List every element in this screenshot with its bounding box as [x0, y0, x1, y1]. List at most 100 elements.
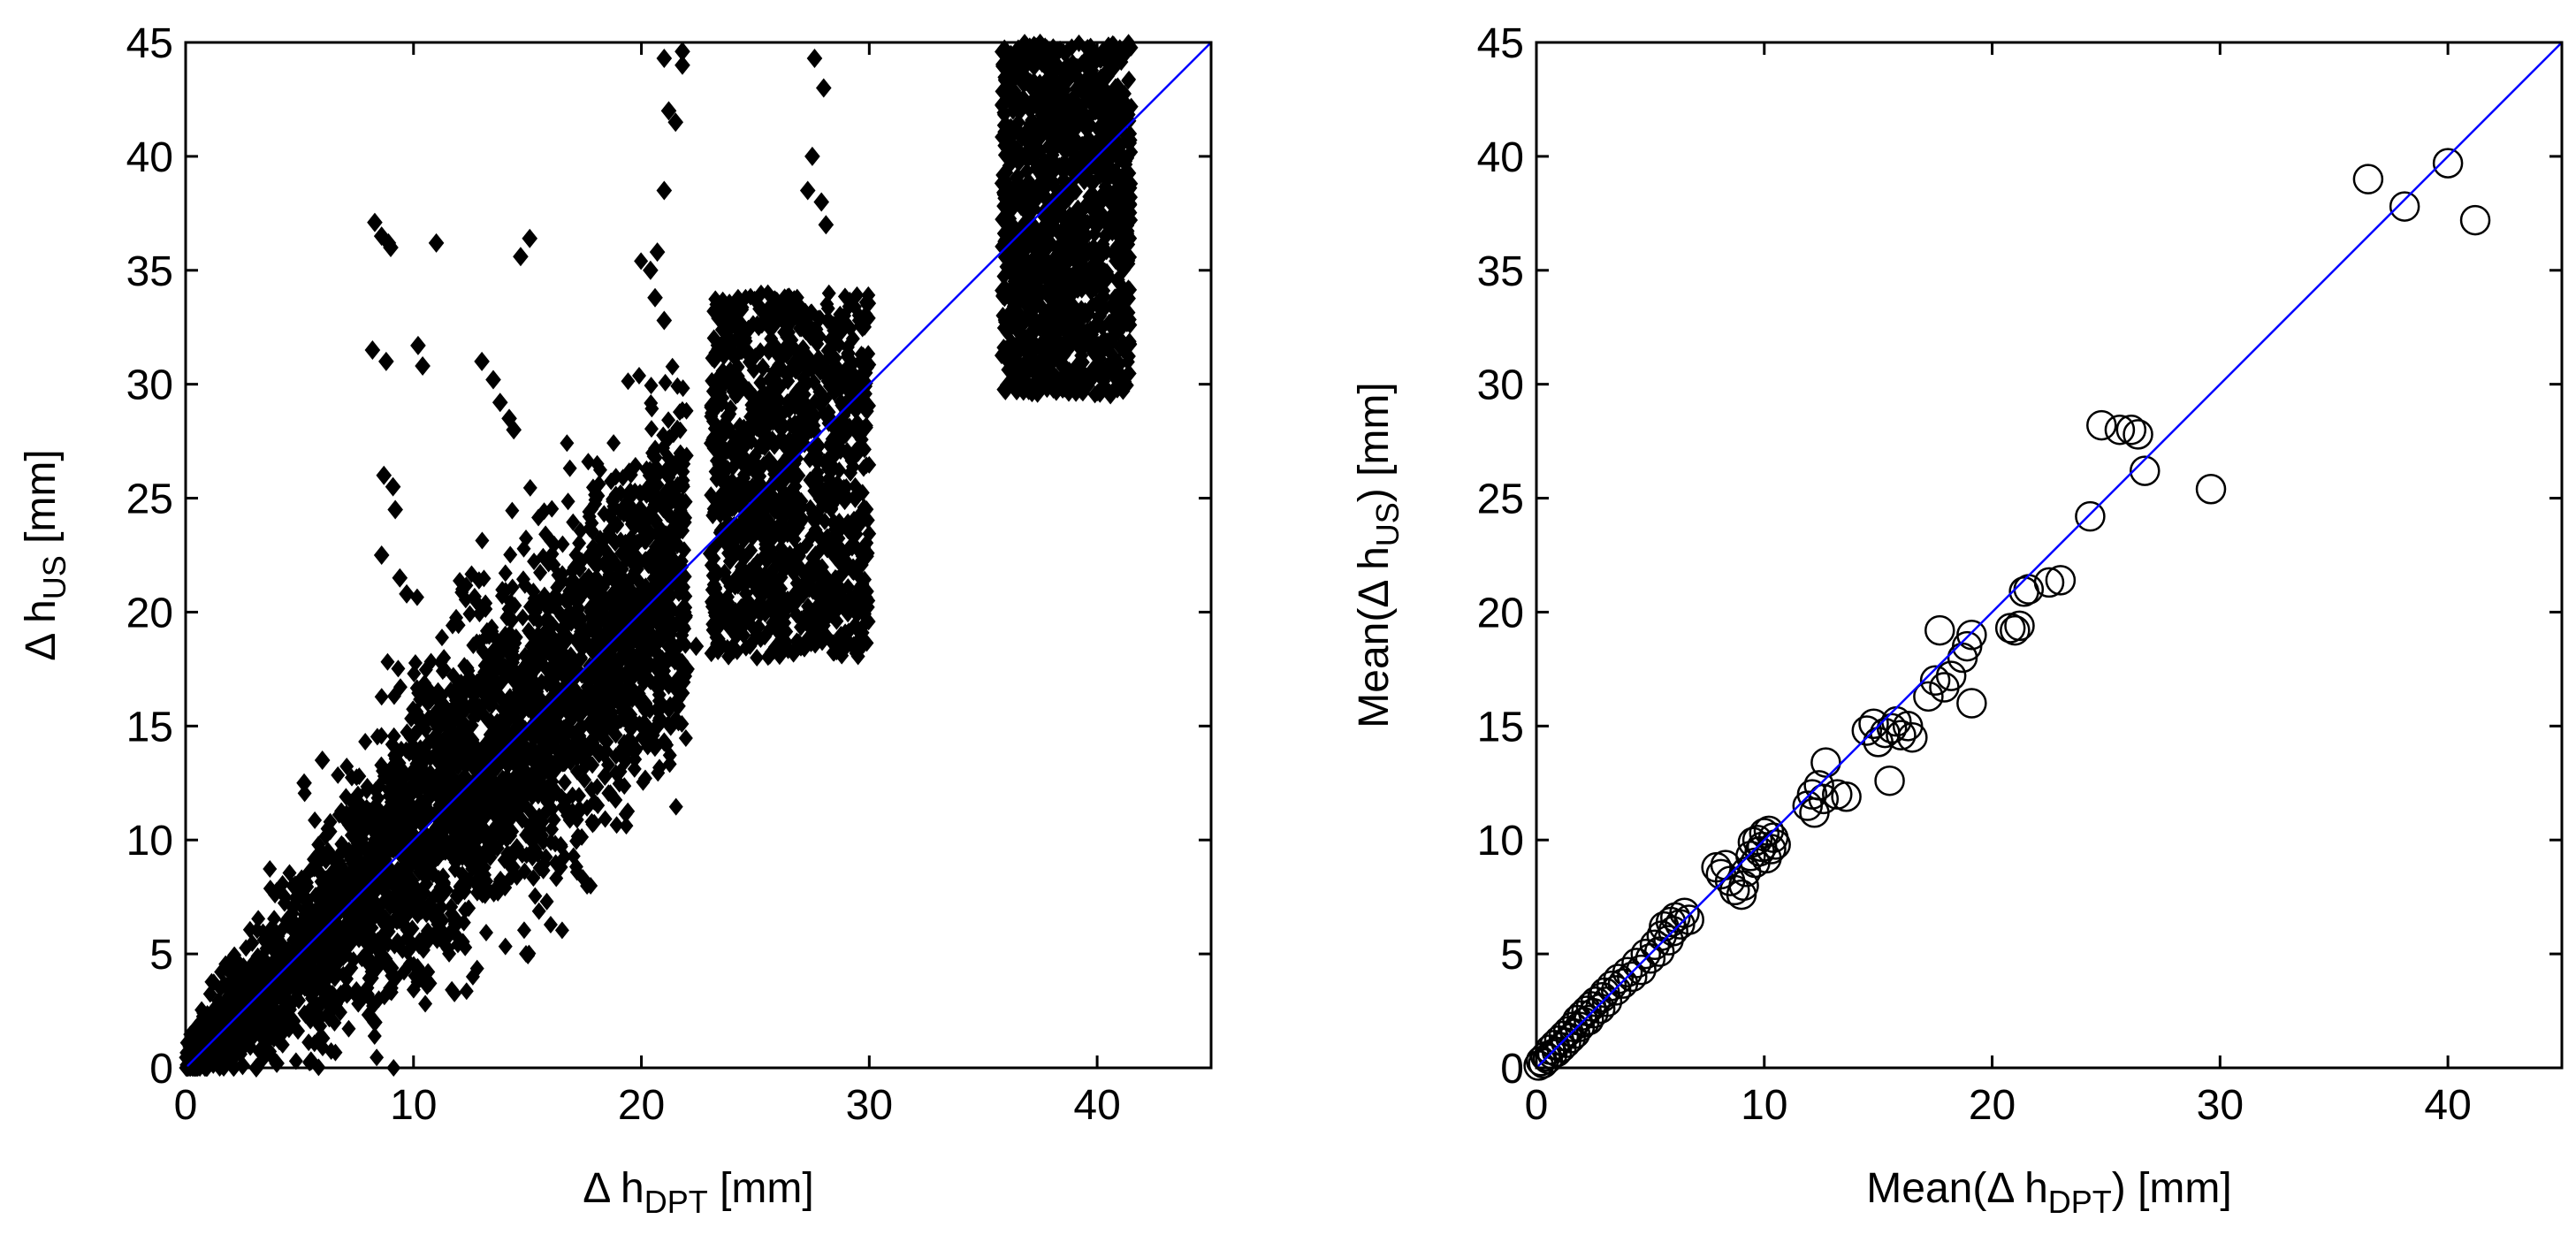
scatter-point [469, 959, 484, 978]
scatter-point [515, 608, 530, 627]
scatter-point [336, 965, 351, 984]
scatter-point [505, 501, 520, 520]
scatter-point [527, 552, 542, 571]
scatter-point [560, 492, 575, 511]
scatter-point [566, 847, 581, 865]
scatter-point [590, 778, 605, 796]
scatter-point [633, 485, 648, 504]
scatter-point [624, 514, 639, 533]
scatter-point [610, 713, 625, 732]
scatter-point [267, 910, 282, 928]
scatter-point [573, 522, 588, 540]
scatter-point [522, 478, 537, 497]
scatter-point [658, 373, 673, 392]
scatter-point [565, 786, 580, 804]
scatter-point [606, 434, 621, 453]
scatter-point [386, 727, 401, 745]
scatter-point [324, 1041, 339, 1060]
scatter-point [214, 963, 229, 981]
scatter-point [471, 742, 486, 760]
scatter-point [661, 411, 676, 430]
scatter-point [621, 372, 636, 391]
scatter-point [408, 725, 423, 743]
scatter-point [418, 994, 433, 1013]
scatter-point [670, 478, 685, 497]
scatter-point [374, 727, 389, 745]
scatter-point [475, 531, 490, 550]
scatter-point [591, 796, 606, 815]
scatter-point [562, 459, 577, 477]
scatter-point [555, 535, 570, 553]
scatter-point [637, 769, 652, 788]
scatter-point [580, 798, 595, 817]
scatter-point [662, 755, 677, 773]
scatter-point [303, 1011, 318, 1030]
scatter-point [532, 858, 547, 877]
scatter-point [406, 980, 421, 999]
scatter-point [323, 812, 338, 831]
scatter-point [475, 886, 490, 904]
scatter-point [453, 674, 469, 692]
scatter-point [533, 563, 548, 582]
scatter-point [407, 665, 422, 683]
scatter-point [665, 357, 680, 376]
scatter-points-left [179, 34, 1139, 1078]
scatter-point [531, 902, 546, 920]
scatter-point [345, 768, 360, 787]
scatter-point [367, 1027, 382, 1046]
scatter-point [560, 434, 575, 453]
scatter-point [585, 815, 600, 834]
scatter-point [557, 773, 572, 792]
scatter-point [434, 629, 449, 647]
scatter-point [409, 588, 424, 606]
scatter-point [608, 726, 623, 744]
scatter-point [386, 687, 401, 705]
scatter-point [444, 897, 459, 916]
scatter-point [478, 924, 493, 942]
scatter-point [603, 784, 618, 803]
scatter-point [380, 652, 395, 671]
scatter-point [459, 982, 474, 1001]
scatter-point [644, 420, 659, 438]
scatter-point [263, 859, 278, 878]
scatter-point [304, 989, 319, 1008]
scatter-point [482, 627, 497, 645]
scatter-point [358, 733, 373, 751]
scatter-point [498, 937, 513, 956]
scatter-point [543, 915, 558, 933]
scatter-point [663, 558, 678, 576]
scatter-point [519, 530, 534, 548]
scatter-point [546, 811, 561, 829]
scatter-point [539, 892, 554, 911]
scatter-point [412, 712, 427, 730]
scatter-point [528, 887, 543, 905]
scatter-point [391, 659, 406, 678]
scatter-point [581, 453, 596, 471]
scatter-point [598, 810, 613, 828]
scatter-point [566, 513, 581, 531]
scatter-point [282, 864, 297, 882]
scatter-point [245, 933, 260, 952]
scatter-point [374, 756, 389, 774]
scatter-point [623, 466, 638, 484]
scatter-point [331, 766, 346, 784]
scatter-point [408, 653, 423, 672]
scatter-point [449, 608, 464, 627]
scatter-point [644, 377, 659, 395]
scatter-point [612, 774, 627, 793]
scatter-point [632, 366, 647, 385]
scatter-point [609, 816, 624, 834]
scatter-point [388, 750, 403, 768]
scatter-point [370, 1048, 385, 1067]
scatter-point [368, 896, 383, 915]
scatter-point [608, 554, 623, 573]
scatter-point [667, 652, 682, 671]
scatter-point [516, 921, 531, 940]
scatter-point [484, 696, 499, 714]
scatter-point [308, 811, 323, 829]
scatter-point [459, 659, 474, 678]
scatter-point [497, 875, 512, 894]
scatter-point [423, 974, 438, 993]
scatter-point [541, 727, 556, 745]
